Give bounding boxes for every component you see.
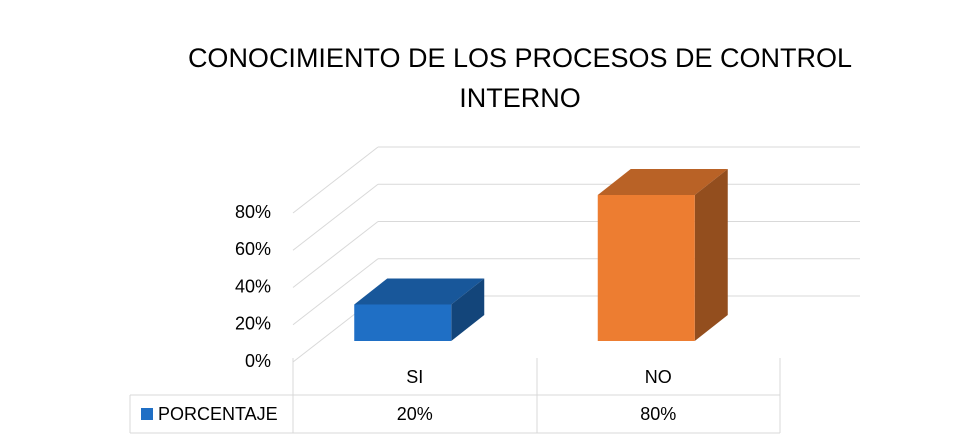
- bar: [354, 304, 452, 341]
- x-tick-label: NO: [645, 367, 672, 387]
- y-tick-label: 0%: [245, 351, 271, 371]
- grid-line: [292, 146, 379, 214]
- y-tick-label: 80%: [235, 202, 271, 222]
- bar: [597, 195, 695, 341]
- legend-swatch: [141, 408, 153, 420]
- legend-label: PORCENTAJE: [158, 404, 278, 424]
- bar-side: [451, 278, 485, 341]
- value-label: 20%: [397, 404, 433, 424]
- grid-line: [292, 258, 379, 326]
- bar-side: [694, 169, 728, 341]
- y-tick-label: 40%: [235, 276, 271, 296]
- grid-line: [292, 183, 379, 251]
- value-label: 80%: [640, 404, 676, 424]
- bar-top: [597, 169, 728, 195]
- chart-title: CONOCIMIENTO DE LOS PROCESOS DE CONTROL …: [187, 43, 853, 113]
- y-tick-label: 20%: [235, 314, 271, 334]
- bar-top: [354, 278, 485, 305]
- x-tick-label: SI: [406, 367, 423, 387]
- grid-line: [292, 221, 379, 288]
- y-tick-label: 60%: [235, 239, 271, 259]
